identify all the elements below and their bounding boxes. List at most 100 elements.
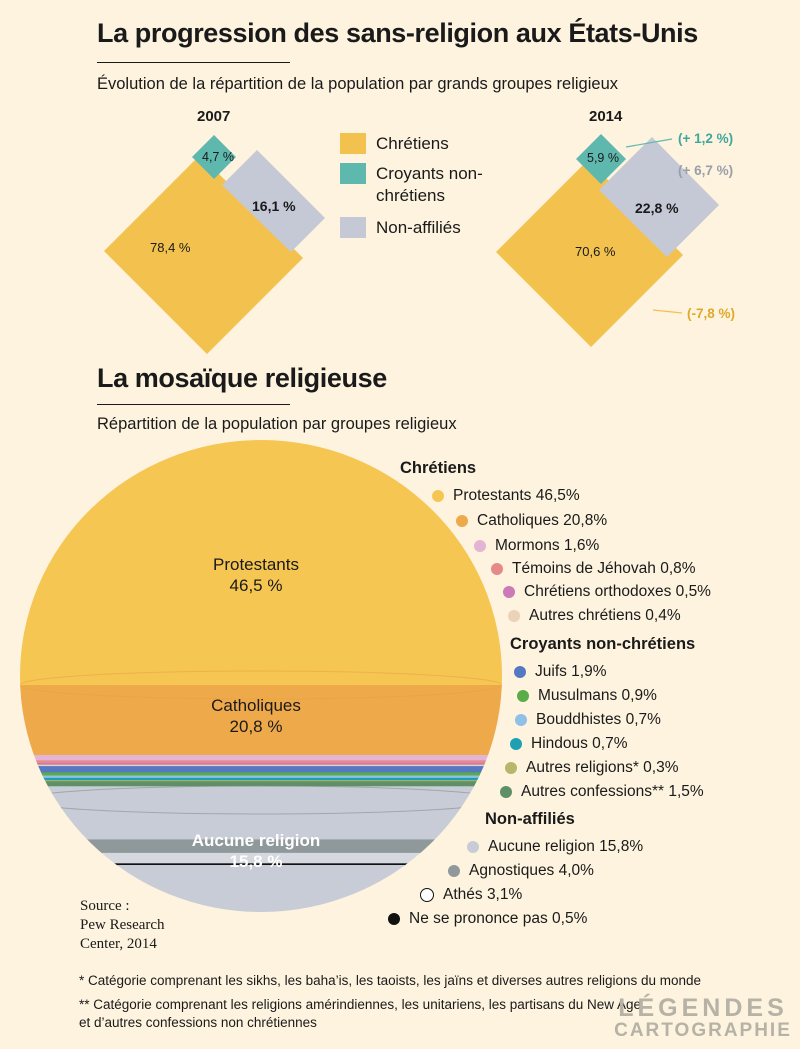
source-line-3: Center, 2014 (80, 936, 157, 952)
pie-label-catholics-name: Catholiques (211, 696, 301, 715)
pie-legend-label: Agnostiques 4,0% (469, 862, 594, 879)
pie-legend-item: Autres chrétiens 0,4% (508, 607, 681, 625)
pie-label-no-religion: Aucune religion 15,8 % (176, 830, 336, 872)
pie-legend-label: Bouddhistes 0,7% (536, 711, 661, 728)
diamond-2014 (496, 134, 719, 347)
pie-legend-item: Ne se prononce pas 0,5% (388, 910, 587, 928)
legend-dot-icon (467, 841, 479, 853)
pie-legend-item: Témoins de Jéhovah 0,8% (491, 560, 696, 578)
pie-band-15 (20, 863, 502, 866)
footnote-2: ** Catégorie comprenant les religions am… (79, 997, 642, 1012)
pie-legend-item: Autres religions* 0,3% (505, 759, 679, 777)
pie-legend-item: Agnostiques 4,0% (448, 862, 594, 880)
legend-dot-icon (432, 490, 444, 502)
legend-dot-icon (474, 540, 486, 552)
pie-legend-label: Ne se prononce pas 0,5% (409, 910, 588, 927)
diamond-2007-christians (104, 155, 303, 354)
page-title: La progression des sans-religion aux Éta… (97, 18, 698, 48)
pie-legend-item: Musulmans 0,9% (517, 687, 657, 705)
pie-legend-label: Musulmans 0,9% (538, 687, 657, 704)
legend: Chrétiens Croyants non-chrétiens Non-aff… (340, 133, 510, 239)
legend-dot-icon (515, 714, 527, 726)
legend-group-unaffiliated: Non-affiliés (485, 810, 575, 828)
source-note: Source : Pew Research Center, 2014 (80, 897, 165, 954)
year-2014-label: 2014 (589, 108, 623, 125)
value-2014-unaffiliated: 22,8 % (635, 200, 679, 216)
value-2007-unaffiliated: 16,1 % (252, 198, 296, 214)
pie-legend-item: Mormons 1,6% (474, 537, 599, 555)
legend-dot-icon (505, 762, 517, 774)
value-2007-non-christians: 4,7 % (202, 150, 234, 164)
legend-dot-icon (508, 610, 520, 622)
pie-legend-item: Autres confessions** 1,5% (500, 783, 704, 801)
diamond-charts (104, 134, 719, 354)
diamond-2007-unaffiliated (222, 150, 325, 252)
legend-label-non-christians: Croyants non-chrétiens (376, 164, 483, 205)
section-title-mosaic: La mosaïque religieuse (97, 363, 387, 393)
legend-dot-icon (500, 786, 512, 798)
pie-band-9 (20, 777, 502, 781)
legend-dot-icon (420, 888, 434, 902)
legend-dot-icon (517, 690, 529, 702)
pie-band-11 (20, 781, 502, 787)
legend-dot-icon (388, 913, 400, 925)
legend-dot-icon (503, 586, 515, 598)
section-subtitle-mosaic: Répartition de la population par groupes… (97, 415, 457, 433)
pie-legend-label: Juifs 1,9% (535, 663, 607, 680)
pie-band-10 (20, 780, 502, 782)
pie-band-2 (20, 754, 502, 761)
pie-label-no-religion-value: 15,8 % (229, 852, 283, 871)
change-2014-christians: (-7,8 %) (687, 306, 736, 321)
pie-edge-1 (20, 785, 502, 815)
pie-legend-item: Athés 3,1% (420, 886, 522, 904)
legend-item-christians: Chrétiens (340, 133, 510, 155)
mosaic-pie (20, 440, 502, 912)
pie-legend-item: Catholiques 20,8% (456, 512, 607, 530)
pie-label-protestants-name: Protestants (213, 555, 299, 574)
pie-legend-item: Hindous 0,7% (510, 735, 628, 753)
pie-legend-item: Bouddhistes 0,7% (515, 711, 661, 729)
source-line-2: Pew Research (80, 917, 165, 933)
pie-legend-item: Aucune religion 15,8% (467, 838, 643, 856)
pie-label-catholics: Catholiques 20,8 % (186, 695, 326, 737)
legend-item-unaffiliated: Non-affiliés (340, 217, 510, 239)
pie-legend-label: Autres chrétiens 0,4% (529, 607, 681, 624)
source-line-1: Source : (80, 898, 130, 914)
logo-line-1: LÉGENDES (618, 994, 788, 1022)
pie-legend-label: Autres religions* 0,3% (526, 759, 679, 776)
value-2014-non-christians: 5,9 % (587, 151, 619, 165)
legend-dot-icon (491, 563, 503, 575)
pie-legend-label: Autres confessions** 1,5% (521, 783, 704, 800)
footnote-1: * Catégorie comprenant les sikhs, les ba… (79, 973, 702, 988)
change-2014-non-christians: (+ 1,2 %) (678, 131, 734, 146)
pie-legend-label: Témoins de Jéhovah 0,8% (512, 560, 696, 577)
title-underline (97, 62, 290, 63)
legend-swatch-non-christians (340, 163, 366, 184)
pie-label-protestants-value: 46,5 % (229, 576, 283, 595)
value-2007-christians: 78,4 % (150, 240, 191, 255)
legend-item-non-christians: Croyants non-chrétiens (340, 163, 510, 207)
pie-band-13 (20, 839, 502, 854)
legend-swatch-christians (340, 133, 366, 154)
pie-legend-label: Aucune religion 15,8% (488, 838, 644, 855)
pie-band-5 (20, 764, 502, 767)
diamond-2014-non-christians (576, 134, 626, 184)
legend-dot-icon (514, 666, 526, 678)
change-2014-unaffiliated: (+ 6,7 %) (678, 163, 734, 178)
pie-legend-label: Hindous 0,7% (531, 735, 628, 752)
pie-band-4 (20, 763, 502, 766)
diamond-2014-unaffiliated (599, 137, 719, 257)
pie-edge-0 (20, 670, 502, 700)
legend-dot-icon (456, 515, 468, 527)
pie-label-protestants: Protestants 46,5 % (186, 554, 326, 596)
value-2014-christians: 70,6 % (575, 244, 616, 259)
pie-slices (20, 440, 502, 912)
pie-band-1 (20, 685, 502, 756)
year-2007-label: 2007 (197, 108, 231, 125)
section-underline (97, 404, 290, 405)
legend-label-christians: Chrétiens (376, 134, 449, 153)
legend-label-unaffiliated: Non-affiliés (376, 218, 461, 237)
pie-band-12 (20, 786, 502, 840)
pie-legend-item: Protestants 46,5% (432, 487, 580, 505)
publisher-logo: LÉGENDES CARTOGRAPHIE (610, 995, 796, 1041)
